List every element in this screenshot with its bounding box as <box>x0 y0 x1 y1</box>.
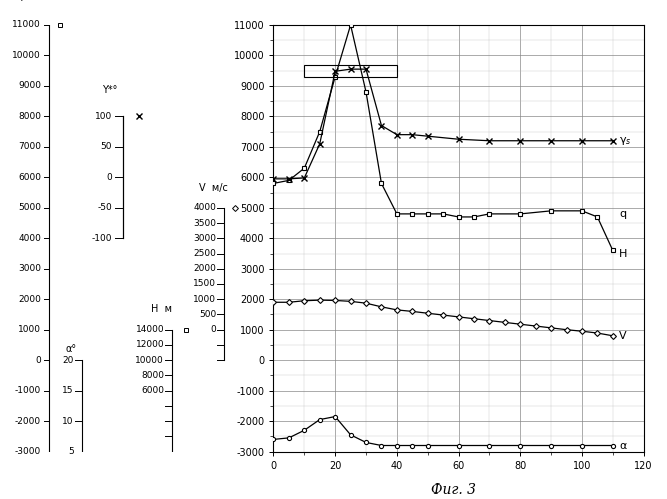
Text: 10000: 10000 <box>135 356 164 365</box>
Text: 5000: 5000 <box>18 203 41 212</box>
Text: 4000: 4000 <box>193 203 216 212</box>
Text: 2000: 2000 <box>193 264 216 273</box>
Text: 9000: 9000 <box>18 81 41 90</box>
Text: 100: 100 <box>95 112 112 121</box>
Text: 1500: 1500 <box>193 279 216 288</box>
Text: -100: -100 <box>91 234 112 243</box>
Text: 3000: 3000 <box>18 264 41 273</box>
Text: 14000: 14000 <box>135 325 164 334</box>
Text: 50: 50 <box>101 142 112 151</box>
Text: 10000: 10000 <box>12 51 41 60</box>
Text: 3000: 3000 <box>193 234 216 243</box>
Text: H: H <box>619 249 628 258</box>
Text: -3000: -3000 <box>15 447 41 456</box>
Text: Y*°: Y*° <box>101 85 117 95</box>
Text: 6000: 6000 <box>141 386 164 395</box>
Text: 4000: 4000 <box>18 234 41 243</box>
Text: 3500: 3500 <box>193 219 216 228</box>
Text: 1000: 1000 <box>193 295 216 304</box>
Text: -1000: -1000 <box>15 386 41 395</box>
Text: V  м/с: V м/с <box>199 183 227 193</box>
Text: 6000: 6000 <box>18 173 41 182</box>
Text: -50: -50 <box>97 203 112 212</box>
Text: 10: 10 <box>62 417 74 426</box>
Text: 1000: 1000 <box>18 325 41 334</box>
Text: H  м: H м <box>151 304 172 314</box>
Text: q: q <box>619 209 626 219</box>
Text: 2000: 2000 <box>18 295 41 304</box>
Text: 15: 15 <box>62 386 74 395</box>
Text: 500: 500 <box>199 310 216 319</box>
Text: Фиг. 3: Фиг. 3 <box>431 483 476 497</box>
Text: 7000: 7000 <box>18 142 41 151</box>
Text: 11000: 11000 <box>12 20 41 29</box>
Text: α: α <box>619 441 626 451</box>
Text: 12000: 12000 <box>135 340 164 349</box>
Text: 20: 20 <box>63 356 74 365</box>
Text: V: V <box>619 331 626 341</box>
Text: 0: 0 <box>35 356 41 365</box>
Text: 0: 0 <box>210 325 216 334</box>
Text: γ$_s$: γ$_s$ <box>619 135 632 147</box>
Text: 8000: 8000 <box>141 371 164 380</box>
Text: -2000: -2000 <box>15 417 41 426</box>
Text: 0: 0 <box>106 173 112 182</box>
Text: 8000: 8000 <box>18 112 41 121</box>
Text: 2500: 2500 <box>193 249 216 258</box>
Text: α°: α° <box>65 344 77 354</box>
Text: 5: 5 <box>68 447 74 456</box>
